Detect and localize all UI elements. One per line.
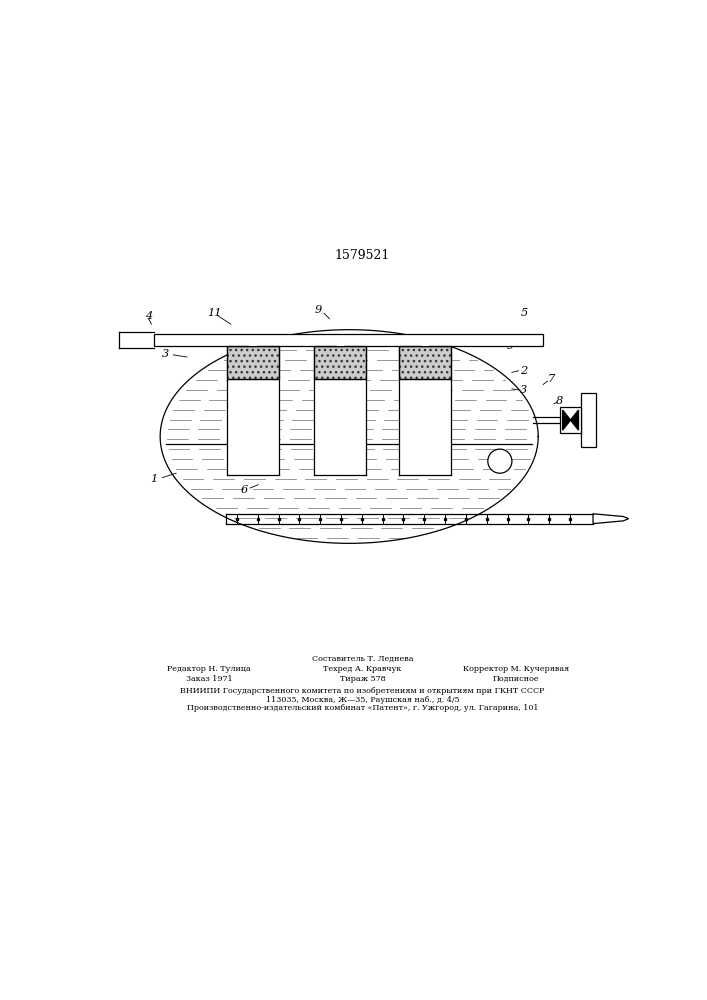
Bar bbox=[227, 346, 279, 475]
Text: Производственно-издательский комбинат «Патент», г. Ужгород, ул. Гагарина, 101: Производственно-издательский комбинат «П… bbox=[187, 704, 538, 712]
Text: Тираж 578: Тираж 578 bbox=[339, 675, 385, 683]
Text: 113035, Москва, Ж—35, Раушская наб., д. 4/5: 113035, Москва, Ж—35, Раушская наб., д. … bbox=[266, 696, 459, 704]
Text: 10: 10 bbox=[177, 336, 192, 346]
Text: 7: 7 bbox=[548, 374, 555, 384]
Bar bbox=[421, 340, 429, 346]
Bar bbox=[315, 346, 366, 379]
Bar bbox=[227, 346, 279, 379]
Polygon shape bbox=[571, 410, 578, 430]
Text: 3: 3 bbox=[161, 349, 169, 359]
Bar bbox=[560, 407, 581, 433]
Polygon shape bbox=[563, 410, 571, 430]
Text: Подписное: Подписное bbox=[493, 675, 539, 683]
Text: Корректор М. Кучерявая: Корректор М. Кучерявая bbox=[462, 665, 569, 673]
Text: 5: 5 bbox=[520, 308, 527, 318]
Bar bbox=[399, 346, 451, 379]
Bar bbox=[581, 393, 596, 447]
Text: 11: 11 bbox=[207, 308, 222, 318]
Bar bbox=[227, 346, 279, 379]
Bar bbox=[154, 334, 543, 346]
Text: 3: 3 bbox=[520, 385, 527, 395]
Bar bbox=[399, 346, 451, 379]
Bar bbox=[315, 346, 366, 475]
Bar bbox=[249, 340, 257, 346]
Text: 1579521: 1579521 bbox=[334, 249, 390, 262]
Bar bbox=[315, 346, 366, 379]
Bar bbox=[399, 346, 451, 379]
Text: 8: 8 bbox=[556, 396, 563, 406]
Text: ВНИИПИ Государственного комитета по изобретениям и открытиям при ГКНТ СССР: ВНИИПИ Государственного комитета по изоб… bbox=[180, 687, 544, 695]
Bar bbox=[315, 346, 366, 379]
Text: Составитель Т. Леднева: Составитель Т. Леднева bbox=[312, 654, 413, 662]
Text: 9: 9 bbox=[315, 305, 322, 315]
Text: Техред А. Кравчук: Техред А. Кравчук bbox=[323, 665, 402, 673]
Text: 6: 6 bbox=[241, 485, 248, 495]
Text: 4: 4 bbox=[145, 311, 152, 321]
Bar bbox=[227, 346, 279, 379]
Circle shape bbox=[488, 449, 512, 473]
Text: 2: 2 bbox=[520, 366, 527, 376]
Text: Заказ 1971: Заказ 1971 bbox=[186, 675, 232, 683]
Bar bbox=[399, 346, 451, 475]
Text: 1: 1 bbox=[151, 474, 158, 484]
Text: 9: 9 bbox=[507, 341, 514, 351]
Bar bbox=[337, 340, 344, 346]
Text: Редактор Н. Тулица: Редактор Н. Тулица bbox=[167, 665, 251, 673]
